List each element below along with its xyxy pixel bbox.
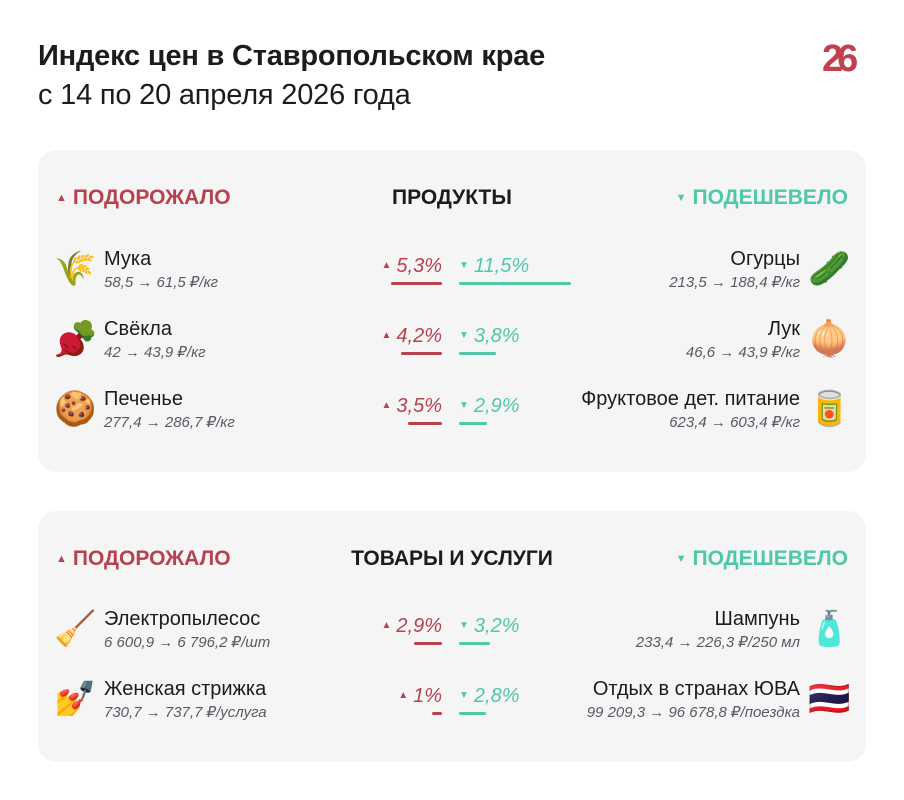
thailand-flag-icon: 🇹🇭 — [808, 679, 851, 719]
triangle-down-icon: ▼ — [459, 620, 469, 631]
section-goods-services: ▲ ПОДОРОЖАЛО ТОВАРЫ И УСЛУГИ ▼ ПОДЕШЕВЕЛО … — [38, 511, 866, 762]
beet-icon: 🫜 — [54, 319, 97, 359]
item-price-up: 6 600,9 → 6 796,2 ₽/шт — [104, 634, 271, 651]
item-name-up: Свёкла — [104, 318, 172, 340]
item-price-down: 46,6 → 43,9 ₽/кг — [685, 344, 800, 361]
triangle-down-icon: ▼ — [675, 192, 687, 204]
triangle-down-icon: ▼ — [459, 330, 469, 341]
pct-down: ▼ 2,8% — [459, 685, 520, 707]
item-name-up: Электропылесос — [104, 608, 261, 630]
item-name-down: Огурцы — [730, 248, 800, 270]
triangle-up-icon: ▲ — [381, 400, 392, 411]
section-title: ТОВАРЫ И УСЛУГИ — [351, 547, 553, 570]
item-name-down: Отдых в странах ЮВА — [592, 678, 800, 700]
onion-icon: 🧅 — [808, 319, 851, 359]
triangle-up-icon: ▲ — [381, 620, 392, 631]
cucumber-icon: 🥒 — [808, 249, 851, 289]
section-title: ПРОДУКТЫ — [392, 186, 512, 209]
triangle-down-icon: ▼ — [459, 690, 469, 701]
bar-up — [432, 712, 442, 715]
label-price-down: ▼ ПОДЕШЕВЕЛО — [675, 186, 848, 209]
table-row: 🧹 Электропылесос 6 600,9 → 6 796,2 ₽/шт … — [38, 608, 866, 658]
cookie-icon: 🍪 — [54, 389, 97, 429]
triangle-up-icon: ▲ — [56, 553, 67, 565]
triangle-up-icon: ▲ — [381, 330, 392, 341]
pct-up: ▲ 5,3% — [381, 255, 443, 277]
bar-up — [414, 642, 442, 645]
item-price-up: 730,7 → 737,7 ₽/услуга — [104, 704, 267, 721]
baby-food-icon: 🥫 — [808, 389, 851, 429]
pct-up: ▲ 3,5% — [381, 395, 443, 417]
logo-text: 26 — [822, 38, 857, 78]
logo-26: 26 — [822, 38, 863, 78]
table-row: 🫜 Свёкла 42 → 43,9 ₽/кг ▲ 4,2% ▼ 3,8% Лук … — [38, 318, 866, 368]
section-products: ▲ ПОДОРОЖАЛО ПРОДУКТЫ ▼ ПОДЕШЕВЕЛО 🌾 Мука … — [38, 150, 866, 472]
page-subtitle: с 14 по 20 апреля 2026 года — [38, 79, 411, 111]
triangle-down-icon: ▼ — [459, 260, 469, 271]
item-price-up: 277,4 → 286,7 ₽/кг — [104, 414, 235, 431]
pct-up: ▲ 2,9% — [381, 615, 443, 637]
triangle-down-icon: ▼ — [459, 400, 469, 411]
shampoo-icon: 🧴 — [808, 609, 851, 649]
bar-up — [408, 422, 442, 425]
item-price-up: 58,5 → 61,5 ₽/кг — [104, 274, 219, 291]
item-name-down: Лук — [767, 318, 800, 340]
table-row: 💅 Женская стрижка 730,7 → 737,7 ₽/услуга… — [38, 678, 866, 728]
table-row: 🌾 Мука 58,5 → 61,5 ₽/кг ▲ 5,3% ▼ 11,5% Огу… — [38, 248, 866, 298]
item-price-down: 213,5 → 188,4 ₽/кг — [669, 274, 800, 291]
bar-down — [459, 352, 496, 355]
item-name-up: Женская стрижка — [104, 678, 267, 700]
bar-up — [401, 352, 442, 355]
item-price-down: 623,4 → 603,4 ₽/кг — [669, 414, 800, 431]
item-price-down: 233,4 → 226,3 ₽/250 мл — [635, 634, 800, 651]
flour-icon: 🌾 — [54, 249, 97, 289]
vacuum-cleaner-icon: 🧹 — [54, 609, 97, 649]
bar-down — [459, 422, 487, 425]
triangle-up-icon: ▲ — [56, 192, 67, 204]
triangle-down-icon: ▼ — [675, 553, 687, 565]
bar-down — [459, 642, 490, 645]
bar-down — [459, 282, 571, 285]
table-row: 🍪 Печенье 277,4 → 286,7 ₽/кг ▲ 3,5% ▼ 2,9%… — [38, 388, 866, 438]
item-name-up: Печенье — [104, 388, 183, 410]
item-price-up: 42 → 43,9 ₽/кг — [104, 344, 206, 361]
pct-up: ▲ 1% — [398, 685, 442, 707]
item-name-down: Фруктовое дет. питание — [581, 388, 800, 410]
triangle-up-icon: ▲ — [398, 690, 409, 701]
bar-up — [391, 282, 442, 285]
pct-down: ▼ 11,5% — [459, 255, 530, 277]
pct-down: ▼ 3,8% — [459, 325, 520, 347]
label-price-down: ▼ ПОДЕШЕВЕЛО — [675, 547, 848, 570]
pct-down: ▼ 3,2% — [459, 615, 520, 637]
label-price-up: ▲ ПОДОРОЖАЛО — [56, 547, 231, 570]
item-price-down: 99 209,3 → 96 678,8 ₽/поездка — [586, 704, 800, 721]
bar-down — [459, 712, 486, 715]
manicure-icon: 💅 — [54, 679, 97, 719]
item-name-down: Шампунь — [714, 608, 801, 630]
triangle-up-icon: ▲ — [381, 260, 392, 271]
page-title: Индекс цен в Ставропольском крае — [38, 40, 546, 72]
label-price-up: ▲ ПОДОРОЖАЛО — [56, 186, 231, 209]
pct-up: ▲ 4,2% — [381, 325, 443, 347]
item-name-up: Мука — [104, 248, 152, 270]
pct-down: ▼ 2,9% — [459, 395, 520, 417]
